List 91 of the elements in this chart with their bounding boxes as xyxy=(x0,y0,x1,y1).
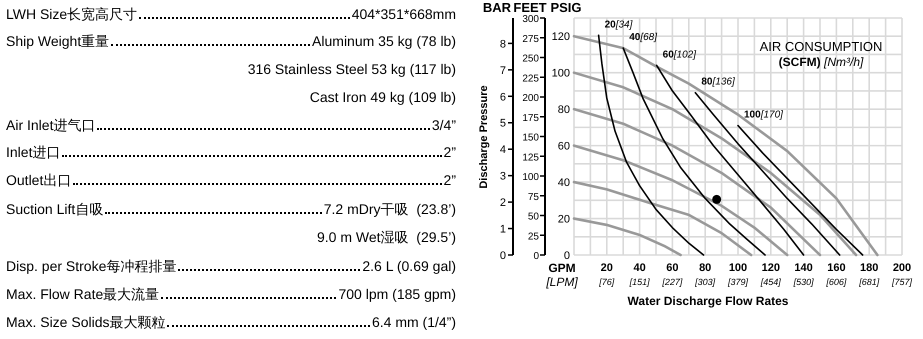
x-tick-label: 80 xyxy=(699,262,712,274)
y-tick-label: 0 xyxy=(500,250,506,262)
y-tick-label: 7 xyxy=(500,64,506,77)
x2-tick-label: [76] xyxy=(598,277,615,287)
text: BAR xyxy=(482,0,512,15)
x-tick-label: 180 xyxy=(860,262,878,274)
x-tick-label: 120 xyxy=(762,262,780,274)
text: 700 lpm (185 gpm) xyxy=(338,286,456,302)
y2-tick-label: 300 xyxy=(522,14,540,25)
line-series xyxy=(572,217,682,256)
y-tick-label: 6 xyxy=(500,91,506,104)
y2-tick-label: 50 xyxy=(528,212,540,222)
y-tick-label: 8 xyxy=(500,38,506,50)
y2-tick-label: 250 xyxy=(522,54,540,64)
text: 316 Stainless Steel 53 kg (117 lb) xyxy=(248,61,456,77)
x-axis-title: Water Discharge Flow Rates xyxy=(628,294,789,308)
x-tick-label: 100 xyxy=(728,262,748,274)
y3-tick-label: 120 xyxy=(552,31,570,44)
line-series xyxy=(737,124,864,256)
x2-tick-label: [303] xyxy=(694,277,716,287)
y-tick-label: 1 xyxy=(500,224,506,236)
text: Ship Weight重量 xyxy=(6,33,110,49)
text: FEET xyxy=(513,0,547,15)
x2-tick-label: [757] xyxy=(890,277,912,287)
y3-tick-label: 0 xyxy=(564,250,570,262)
y-tick-label: 3 xyxy=(500,170,506,183)
series-label: 60[102] xyxy=(662,49,696,60)
x-tick-label: 20 xyxy=(600,262,613,274)
text: Disp. per Stroke每冲程排量 xyxy=(6,258,176,274)
y2-tick-label: 100 xyxy=(522,172,540,183)
x2-tick-label: [606] xyxy=(825,277,847,287)
text: Suction Lift自吸 xyxy=(6,201,104,217)
line-series xyxy=(572,144,788,256)
line-series xyxy=(572,108,822,256)
x2-tick-label: [454] xyxy=(760,277,782,287)
text: GPM xyxy=(548,261,576,275)
series-label: 40[68] xyxy=(629,32,658,44)
text: Max. Size Solids最大颗粒 xyxy=(6,314,166,330)
text: LWH Size长宽高尺寸 xyxy=(6,6,138,22)
y2-tick-label: 175 xyxy=(522,112,540,124)
text: Inlet进口 xyxy=(6,144,60,160)
series-label: 20[34] xyxy=(604,19,633,30)
x2-tick-label: [227] xyxy=(661,277,683,287)
y3-tick-label: 100 xyxy=(552,68,570,80)
text: Cast Iron 49 kg (109 lb) xyxy=(310,89,456,105)
x-tick-label: 140 xyxy=(794,262,813,274)
x2-tick-label: [681] xyxy=(858,277,880,287)
y2-tick-label: 0 xyxy=(533,251,540,262)
series-label: 80[136] xyxy=(701,76,735,88)
y2-tick-label: 200 xyxy=(522,93,540,104)
annotation: AIR CONSUMPTION xyxy=(760,39,882,54)
text: 2” xyxy=(444,144,456,160)
text: 7.2 mDry干吸 (23.8’) xyxy=(324,201,456,217)
text: Outlet出口 xyxy=(6,172,72,188)
y2-tick-label: 25 xyxy=(528,231,540,242)
series-label: 100[170] xyxy=(744,110,784,121)
text: 6.4 mm (1/4”) xyxy=(372,314,456,330)
y2-tick-label: 75 xyxy=(528,192,540,203)
line-series xyxy=(572,71,858,256)
x2-tick-label: [151] xyxy=(628,277,650,287)
y2-tick-label: 225 xyxy=(522,73,540,84)
text: 9.0 m Wet湿吸 (29.5’) xyxy=(316,229,456,245)
text: 404*351*668mm xyxy=(352,6,456,22)
y3-tick-label: 20 xyxy=(558,214,570,226)
y-tick-label: 4 xyxy=(500,144,506,156)
y3-tick-label: 40 xyxy=(558,177,570,190)
line-series xyxy=(694,92,840,256)
annotation: (SCFM) [Nm³/h] xyxy=(778,55,864,69)
y3-tick-label: 60 xyxy=(558,140,570,153)
x-tick-label: 200 xyxy=(892,262,912,274)
text: 2” xyxy=(444,172,456,188)
x2-tick-label: [379] xyxy=(726,277,748,287)
x-tick-label: 160 xyxy=(827,262,846,274)
y-tick-label: 2 xyxy=(500,197,506,210)
text: 2.6 L (0.69 gal) xyxy=(362,258,456,274)
x-tick-label: 40 xyxy=(633,262,646,274)
text: Aluminum 35 kg (78 lb) xyxy=(312,33,456,49)
text: [LPM] xyxy=(545,275,578,289)
y2-tick-label: 150 xyxy=(522,132,540,144)
y3-tick-label: 80 xyxy=(558,104,570,116)
x-tick-label: 60 xyxy=(666,262,679,274)
text: PSIG xyxy=(550,0,582,15)
y2-tick-label: 125 xyxy=(522,152,540,164)
text: 3/4” xyxy=(432,117,456,133)
y2-tick-label: 275 xyxy=(522,34,540,45)
y-axis-title: Discharge Pressure xyxy=(478,85,490,189)
x2-tick-label: [530] xyxy=(792,277,814,287)
line-series xyxy=(572,180,752,256)
y-tick-label: 5 xyxy=(500,118,506,130)
text: Max. Flow Rate最大流量 xyxy=(6,286,160,302)
text: Air Inlet进气口 xyxy=(6,117,96,133)
